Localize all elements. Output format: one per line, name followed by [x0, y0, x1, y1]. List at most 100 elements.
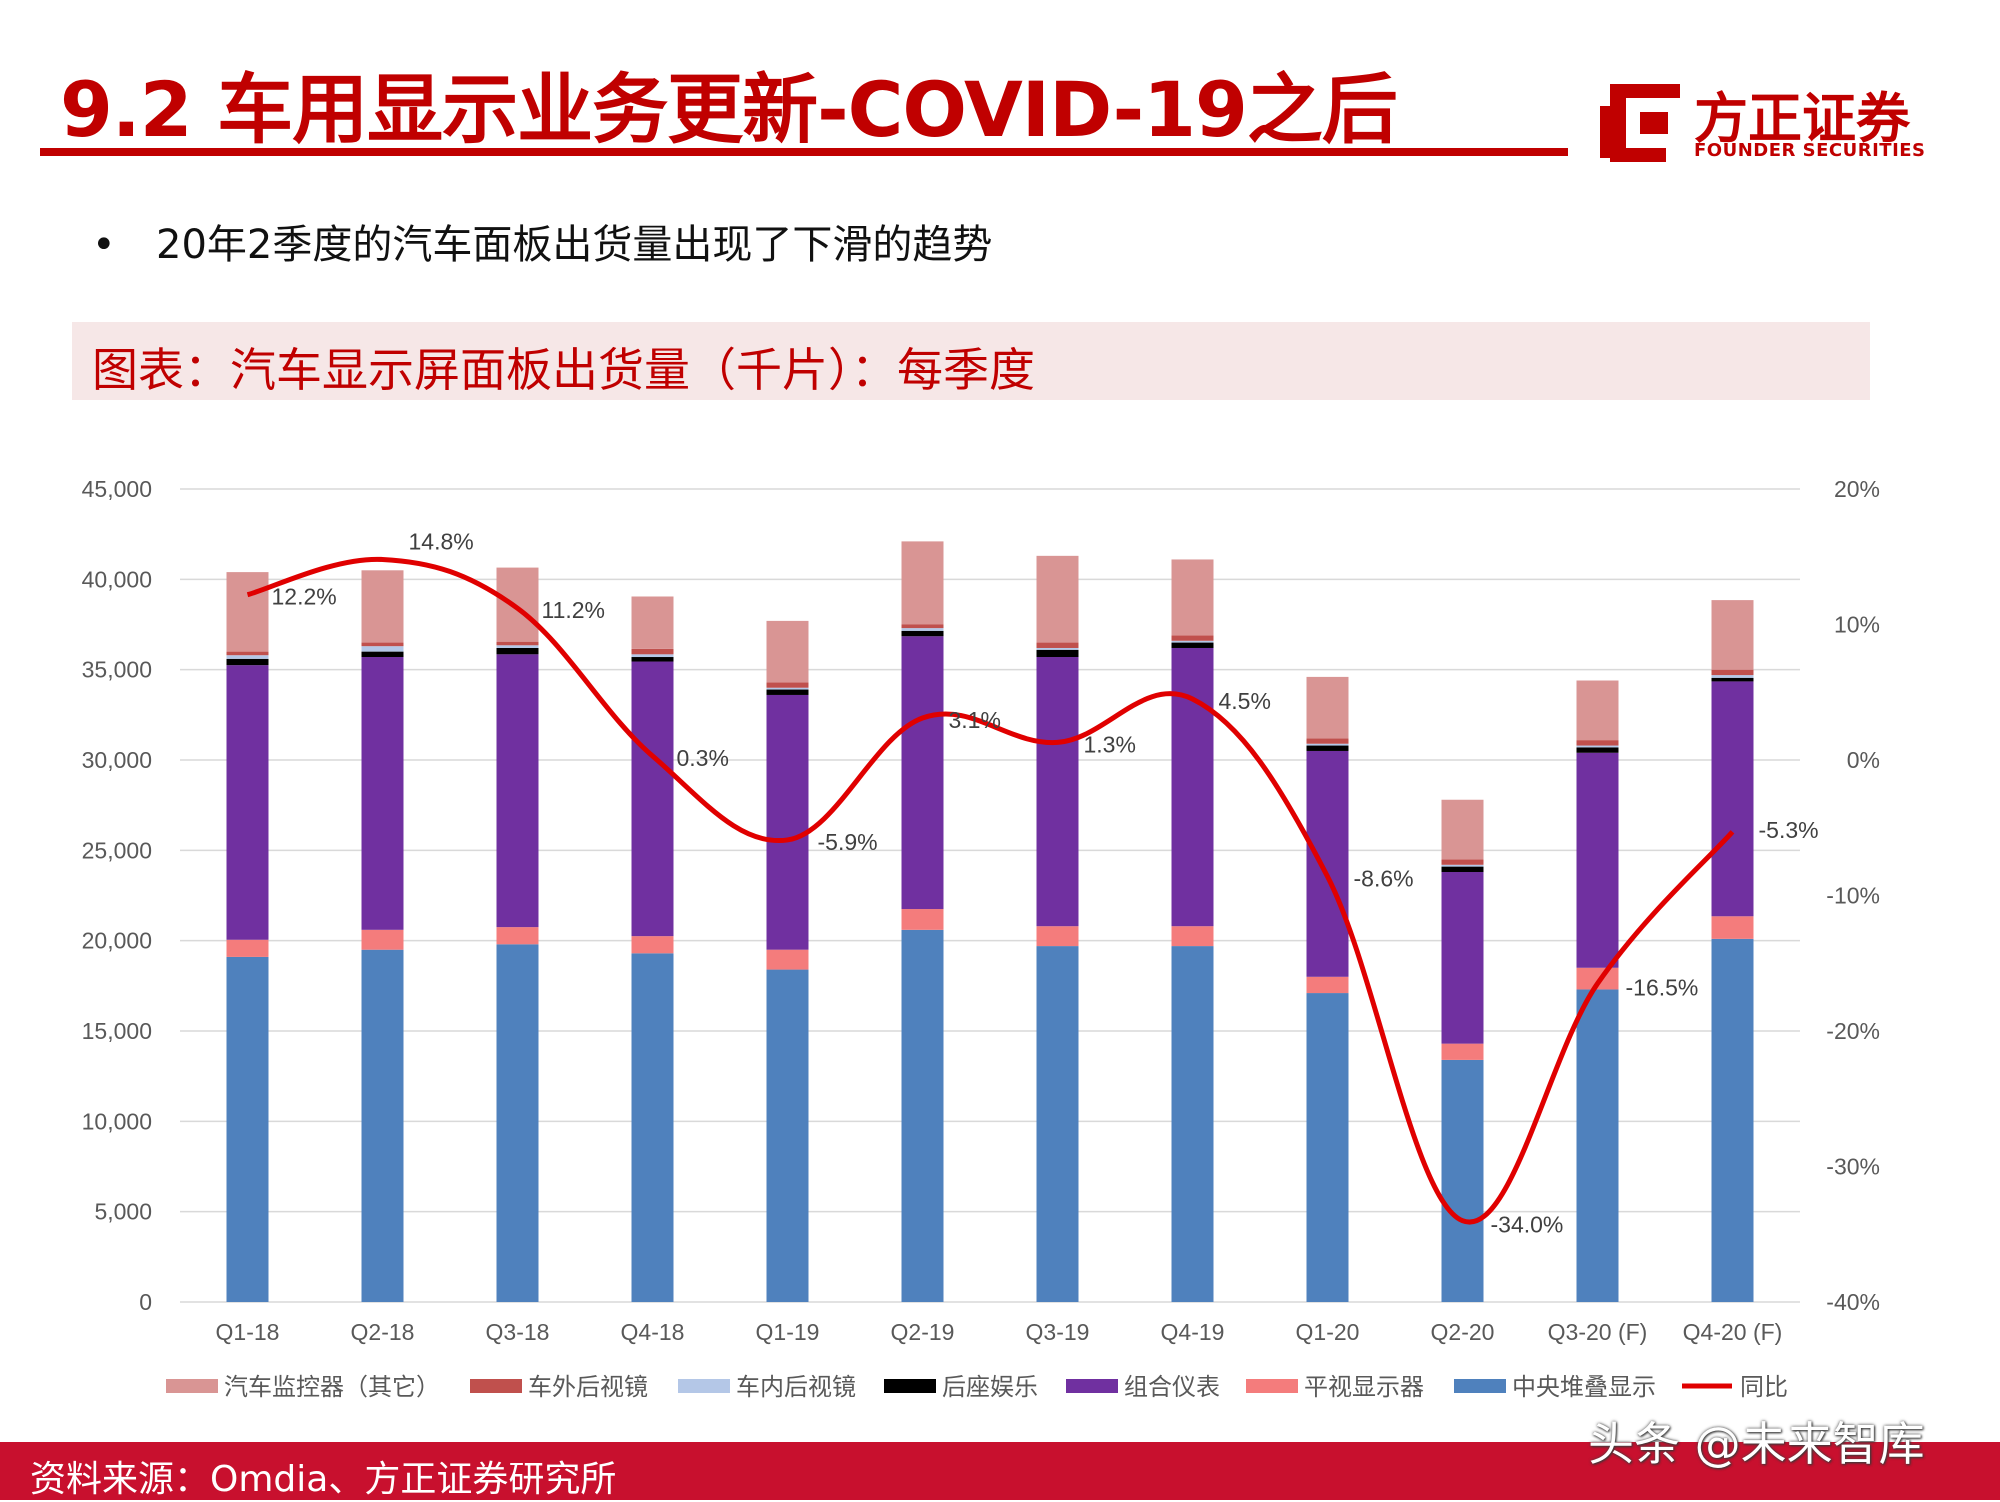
yoy-data-label: 11.2%	[542, 597, 606, 623]
bar-segment	[1711, 675, 1754, 678]
yoy-data-label: 3.1%	[949, 707, 1001, 733]
bar-segment	[361, 642, 404, 647]
bar-segment	[631, 661, 674, 937]
bar-segment	[1306, 743, 1349, 746]
bar-segment	[1441, 1043, 1484, 1060]
bar-segment	[226, 658, 269, 666]
title-underline	[40, 148, 1568, 156]
x-axis-tick-label: Q1-20	[1296, 1319, 1360, 1345]
bar-segment	[1711, 600, 1754, 670]
y-axis-tick-label: 25,000	[82, 837, 152, 863]
legend-swatch	[1454, 1379, 1506, 1393]
x-axis-tick-label: Q4-18	[621, 1319, 685, 1345]
bar-segment	[901, 929, 944, 1302]
y2-axis-tick-label: -10%	[1826, 883, 1880, 909]
y2-axis-tick-label: -20%	[1826, 1018, 1880, 1044]
bar-segment	[496, 641, 539, 646]
bar-segment	[631, 654, 674, 658]
bar-segment	[1306, 738, 1349, 744]
y2-axis-tick-label: 0%	[1847, 747, 1880, 773]
bar-segment	[226, 655, 269, 659]
legend-label: 车内后视镜	[736, 1373, 856, 1401]
legend-swatch	[166, 1379, 218, 1393]
bar-segment	[496, 645, 539, 648]
bar-segment	[766, 682, 809, 688]
bar-segment	[226, 651, 269, 656]
yoy-data-label: -8.6%	[1354, 866, 1414, 892]
bar-segment	[1171, 926, 1214, 947]
bar-segment	[496, 654, 539, 928]
bar-segment	[1441, 799, 1484, 860]
bar-segment	[496, 647, 539, 655]
bar-segment	[1306, 745, 1349, 751]
bar-segment	[901, 909, 944, 930]
bar-segment	[226, 956, 269, 1302]
yoy-data-label: -5.9%	[818, 829, 878, 855]
legend-label: 组合仪表	[1124, 1373, 1220, 1401]
bar-segment	[1036, 642, 1079, 648]
bar-segment	[1711, 669, 1754, 676]
legend-swatch	[470, 1379, 522, 1393]
bar-segment	[631, 953, 674, 1302]
y-axis-tick-label: 10,000	[82, 1108, 152, 1134]
bar-segment	[1036, 657, 1079, 927]
bar-segment	[1036, 649, 1079, 658]
bar-segment	[361, 949, 404, 1302]
y-axis-tick-label: 20,000	[82, 928, 152, 954]
bar-segment	[361, 646, 404, 652]
y-axis-tick-label: 15,000	[82, 1018, 152, 1044]
stacked-bar-line-chart: 0 5,000 10,000 15,000 20,000 25,000 30,000 35,0…	[82, 476, 1880, 1401]
yoy-data-label: -34.0%	[1491, 1212, 1564, 1238]
x-axis-tick-label: Q3-18	[486, 1319, 550, 1345]
bar-segment	[1171, 946, 1214, 1302]
bar-segment	[496, 944, 539, 1302]
bar-segment	[766, 687, 809, 690]
y2-axis-tick-label: -30%	[1826, 1154, 1880, 1180]
legend-swatch	[1246, 1379, 1298, 1393]
logo-text-en: FOUNDER SECURITIES	[1694, 140, 1926, 161]
bar-segment	[1171, 640, 1214, 643]
logo-mark-icon	[1600, 84, 1680, 162]
bar-segment	[901, 636, 944, 910]
bar-segment	[1171, 642, 1214, 648]
bar-segment	[1576, 752, 1619, 968]
bar-segment	[226, 665, 269, 940]
bar-segment	[226, 939, 269, 957]
bar-segment	[1306, 676, 1349, 739]
bar-segment	[226, 572, 269, 652]
brand-logo: 方正证券 FOUNDER SECURITIES	[1596, 74, 1936, 170]
yoy-data-label: 1.3%	[1084, 731, 1136, 757]
yoy-data-label: 0.3%	[677, 745, 729, 771]
bar-segment	[361, 657, 404, 930]
bullet-dot-icon: •	[92, 222, 116, 268]
legend-label: 平视显示器	[1304, 1373, 1424, 1401]
bar-segment	[766, 620, 809, 683]
y-axis-tick-label: 0	[139, 1289, 152, 1315]
x-axis-tick-label: Q3-20 (F)	[1548, 1319, 1648, 1345]
bar-segment	[1576, 680, 1619, 741]
legend-swatch	[678, 1379, 730, 1393]
y-axis-tick-label: 35,000	[82, 657, 152, 683]
bar-segment	[1036, 926, 1079, 947]
y2-axis-tick-label: -40%	[1826, 1289, 1880, 1315]
watermark: 头条 @未来智库	[1588, 1417, 1925, 1471]
bar-segment	[1441, 1059, 1484, 1302]
bar-segment	[631, 657, 674, 662]
bar-segment	[361, 929, 404, 950]
footer-bar: 资料来源：Omdia、方正证券研究所	[0, 1442, 2000, 1500]
y2-axis-tick-label: 20%	[1834, 476, 1880, 502]
legend-label: 同比	[1740, 1373, 1788, 1401]
bar-segment	[901, 630, 944, 637]
y-axis-tick-label: 30,000	[82, 747, 152, 773]
y-axis-tick-label: 40,000	[82, 566, 152, 592]
bar-segment	[1711, 938, 1754, 1302]
bar-segment	[766, 689, 809, 695]
bar-segment	[1306, 750, 1349, 977]
bar-segment	[766, 949, 809, 970]
page-title: 9.2 车用显示业务更新-COVID-19之后	[60, 65, 1398, 154]
y-axis-tick-label: 45,000	[82, 476, 152, 502]
y2-axis-tick-label: 10%	[1834, 612, 1880, 638]
bar-segment	[1441, 859, 1484, 865]
x-axis-tick-label: Q1-19	[756, 1319, 820, 1345]
bar-segment	[1576, 989, 1619, 1302]
